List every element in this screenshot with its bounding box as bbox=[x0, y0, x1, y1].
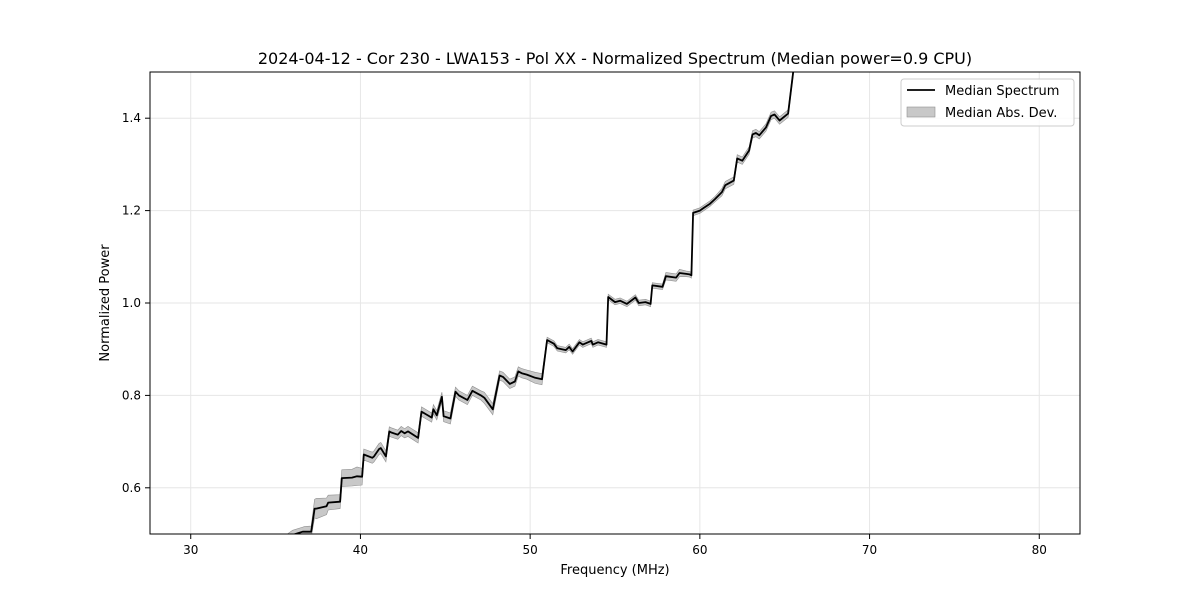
x-axis-ticks: 30 40 50 60 70 80 bbox=[183, 534, 1047, 557]
x-tick-label: 40 bbox=[353, 543, 368, 557]
y-tick-label: 1.4 bbox=[122, 111, 141, 125]
legend-label-median-abs-dev: Median Abs. Dev. bbox=[945, 106, 1057, 121]
x-tick-label: 50 bbox=[523, 543, 538, 557]
y-tick-label: 1.2 bbox=[122, 204, 141, 218]
y-tick-label: 1.0 bbox=[122, 296, 141, 310]
legend-box bbox=[900, 78, 1075, 127]
x-tick-label: 70 bbox=[862, 543, 877, 557]
x-tick-label: 30 bbox=[183, 543, 198, 557]
y-axis-ticks: 0.6 0.8 1.0 1.2 1.4 bbox=[122, 111, 150, 495]
y-tick-label: 0.8 bbox=[122, 388, 141, 402]
legend: Median Spectrum Median Abs. Dev. bbox=[900, 78, 1075, 127]
x-axis-label: Frequency (MHz) bbox=[560, 563, 669, 578]
x-tick-label: 80 bbox=[1032, 543, 1047, 557]
legend-band-swatch bbox=[906, 106, 936, 118]
y-tick-label: 0.6 bbox=[122, 481, 141, 495]
x-tick-label: 60 bbox=[692, 543, 707, 557]
median-spectrum-line bbox=[292, 72, 795, 534]
chart-title: 2024-04-12 - Cor 230 - LWA153 - Pol XX -… bbox=[258, 49, 972, 68]
legend-label-median-spectrum: Median Spectrum bbox=[945, 84, 1059, 99]
y-axis-label: Normalized Power bbox=[98, 244, 113, 362]
